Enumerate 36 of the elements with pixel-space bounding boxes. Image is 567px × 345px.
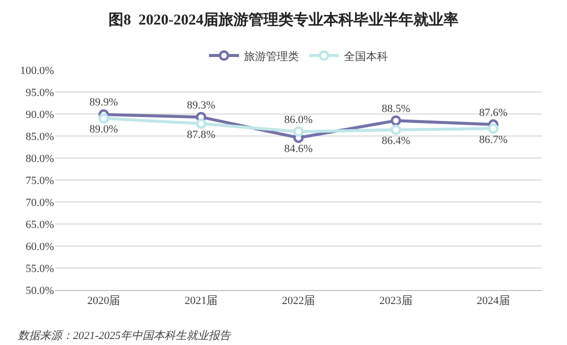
data-label: 88.5% xyxy=(382,102,410,115)
y-tick-label: 100.0% xyxy=(20,64,54,77)
data-label: 86.0% xyxy=(284,114,313,126)
x-tick-label: 2021届 xyxy=(184,295,218,308)
data-label: 84.6% xyxy=(284,143,313,156)
point xyxy=(390,124,402,136)
y-tick-label: 65.0% xyxy=(26,218,54,231)
data-label: 89.3% xyxy=(186,99,216,112)
data-label: 87.6% xyxy=(479,106,508,119)
x-tick-label: 2020届 xyxy=(87,295,120,308)
point xyxy=(98,113,109,124)
y-tick-label: 75.0% xyxy=(26,174,54,187)
x-tick-label: 2023届 xyxy=(379,295,412,308)
y-tick-label: 50.0% xyxy=(26,284,54,297)
point xyxy=(293,126,304,137)
legend-label: 全国本科 xyxy=(344,50,388,63)
point xyxy=(196,118,206,129)
source-note: 数据来源：2021-2025年中国本科生就业报告 xyxy=(18,329,232,342)
y-tick-label: 85.0% xyxy=(26,130,54,143)
point xyxy=(390,115,402,126)
data-label: 89.0% xyxy=(89,124,118,136)
y-tick-label: 95.0% xyxy=(26,86,54,99)
data-label: 86.4% xyxy=(382,135,410,148)
y-tick-label: 60.0% xyxy=(26,240,54,253)
x-tick-label: 2024届 xyxy=(476,295,510,308)
chart-title: 图8 2020-2024届旅游管理类专业本科毕业半年就业率 xyxy=(108,10,458,28)
y-tick-label: 70.0% xyxy=(26,196,54,209)
x-tick-label: 2022届 xyxy=(282,295,315,308)
y-tick-label: 80.0% xyxy=(26,152,54,165)
data-label: 87.8% xyxy=(186,128,216,141)
y-tick-label: 55.0% xyxy=(26,262,54,275)
point xyxy=(488,123,499,134)
data-label: 86.7% xyxy=(479,134,508,146)
legend-label: 旅游管理类 xyxy=(244,50,299,63)
y-tick-label: 90.0% xyxy=(26,108,54,121)
data-label: 89.9% xyxy=(89,96,118,109)
